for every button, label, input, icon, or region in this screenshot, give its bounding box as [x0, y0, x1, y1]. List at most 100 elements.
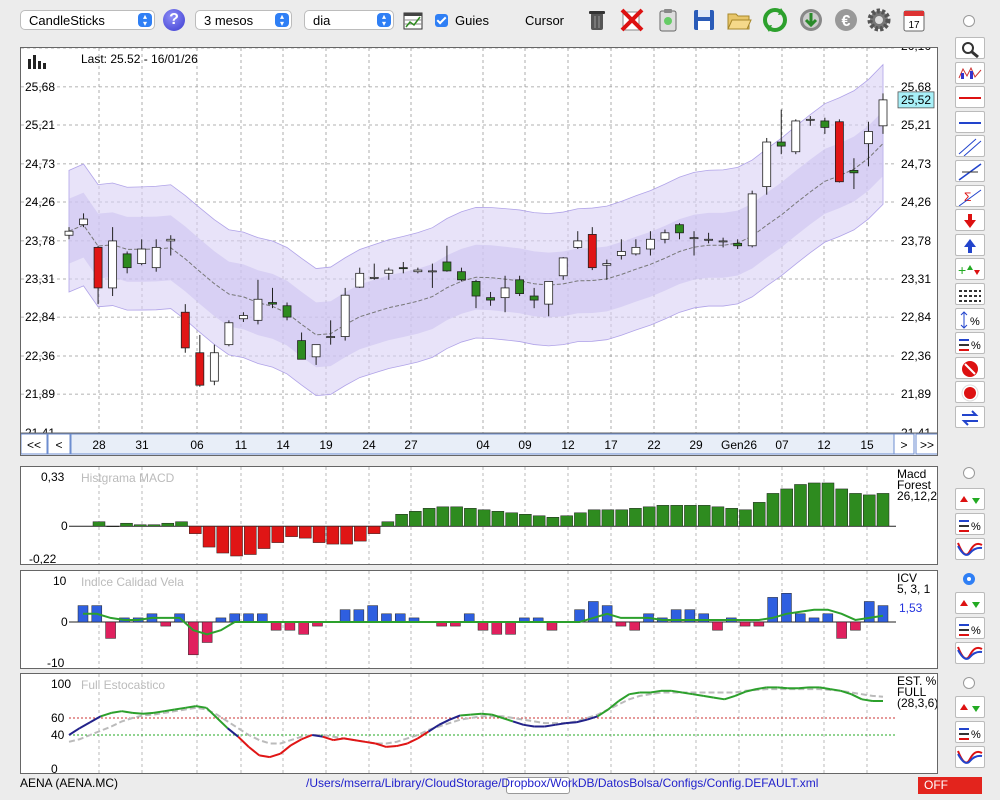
candle-body: [398, 267, 408, 270]
arrows-updown-icon[interactable]: [955, 592, 985, 614]
candle-body: [151, 246, 161, 269]
y-tick-label: 40: [51, 728, 65, 742]
euro-icon[interactable]: €: [832, 6, 860, 34]
trash-icon[interactable]: [583, 6, 611, 34]
config-path-link[interactable]: /Users/mserra/Library/CloudStorage/Dropb…: [306, 776, 819, 790]
channel-icon[interactable]: [955, 135, 985, 158]
macd-bar: [422, 508, 436, 527]
settings-gear-icon[interactable]: [865, 6, 893, 34]
candle-body: [340, 294, 350, 337]
oscillator-icon[interactable]: [955, 538, 985, 560]
macd-bar: [257, 525, 271, 549]
icv-bar: [822, 613, 834, 623]
y-tick-label: 0,33: [41, 470, 65, 484]
candle-body: [268, 302, 277, 305]
stochastic-fast-segment: [502, 717, 514, 723]
x-tick-label: Gen26: [721, 438, 757, 452]
icv-bar: [188, 621, 199, 656]
macd-bar: [739, 509, 752, 527]
y-tick-left: 23,78: [25, 234, 55, 248]
save-icon[interactable]: [690, 6, 718, 34]
nav-button-label[interactable]: >: [900, 438, 907, 452]
x-tick-label: 14: [276, 438, 290, 452]
help-icon[interactable]: ?: [163, 9, 185, 31]
icv-bar: [505, 621, 516, 635]
candle-body: [820, 120, 830, 128]
stochastic-fast-segment: [185, 705, 197, 709]
y-tick-right: 25,68: [901, 80, 931, 94]
calendar-icon[interactable]: 17: [900, 6, 928, 34]
percent-lines-icon[interactable]: %: [955, 332, 985, 355]
sum-indicator-icon[interactable]: Σ: [955, 184, 985, 207]
candle-body: [558, 257, 568, 277]
refresh-icon[interactable]: [761, 6, 789, 34]
y-tick-right: 24,73: [901, 157, 931, 171]
record-icon[interactable]: [955, 381, 985, 404]
clipboard-icon[interactable]: [654, 6, 682, 34]
horizontal-red-line-icon[interactable]: [955, 86, 985, 109]
arrows-updown-icon[interactable]: [955, 696, 985, 718]
table-grid-icon[interactable]: [402, 10, 424, 32]
period-select[interactable]: 3 mesos ▴ ▾: [195, 10, 292, 30]
macd-bar: [216, 525, 230, 554]
y-tick-left: 23,31: [25, 272, 55, 286]
nav-button: [893, 433, 915, 455]
candle-body: [631, 246, 641, 255]
candle-body: [122, 253, 132, 269]
panel-radio-stochastic[interactable]: [963, 677, 975, 689]
open-folder-icon[interactable]: [725, 6, 753, 34]
interval-select[interactable]: dia ▴ ▾: [304, 10, 394, 30]
stop-icon[interactable]: [955, 356, 985, 379]
off-badge[interactable]: OFF: [918, 777, 982, 794]
chart-type-select[interactable]: CandleSticks ▴ ▾: [20, 10, 155, 30]
swap-icon[interactable]: [955, 406, 985, 428]
macd-bar: [464, 508, 477, 527]
percent-range-icon[interactable]: %: [955, 307, 985, 330]
download-icon[interactable]: [797, 6, 825, 34]
stochastic-chart: 100 60 40 0: [51, 674, 896, 774]
arrow-down-icon[interactable]: [955, 209, 985, 232]
panel-radio-macd[interactable]: [963, 467, 975, 479]
icv-label: ICV: [897, 571, 918, 585]
panel-radio-icv[interactable]: [963, 573, 975, 585]
nav-button-label[interactable]: >>: [920, 438, 934, 452]
oscillator-icon[interactable]: [955, 642, 985, 664]
nav-button-label[interactable]: <: [55, 438, 62, 452]
icv-bar: [767, 597, 778, 623]
y-tick-left: 24,26: [25, 195, 55, 209]
candlestick-chart[interactable]: 25,68 25,68 25,21 25,21 24,73 24,73 24,26 24,26…: [21, 48, 938, 456]
horizontal-blue-line-icon[interactable]: [955, 110, 985, 133]
add-arrows-icon[interactable]: +: [955, 258, 985, 281]
cursor-checkbox[interactable]: [506, 777, 570, 794]
macd-bar: [574, 512, 587, 527]
nav-button-label[interactable]: <<: [27, 438, 41, 452]
percent-lines-icon[interactable]: %: [955, 721, 985, 743]
candle-body: [224, 322, 234, 346]
percent-lines-icon[interactable]: %: [955, 617, 985, 639]
arrows-updown-icon[interactable]: [955, 488, 985, 510]
lines-grid-icon[interactable]: [955, 283, 985, 305]
trendline-icon[interactable]: [955, 160, 985, 182]
candles-icon[interactable]: [955, 61, 985, 84]
macd-bar: [491, 511, 505, 527]
percent-lines-icon[interactable]: %: [955, 513, 985, 535]
guides-checkbox[interactable]: [435, 14, 448, 27]
candle-body: [573, 240, 583, 248]
delete-x-icon[interactable]: [618, 6, 646, 34]
stochastic-fast-segment: [481, 712, 492, 716]
macd-bar: [615, 509, 628, 527]
stochastic-fast-segment: [226, 727, 239, 738]
y-tick-label: 0: [51, 762, 58, 774]
icv-bar: [546, 621, 558, 631]
candle-body: [369, 276, 379, 279]
y-tick-label: 60: [51, 711, 65, 725]
x-tick-label: 07: [775, 438, 789, 452]
macd-bar: [546, 517, 560, 527]
y-tick-right: 21,89: [901, 387, 931, 401]
macd-bar: [120, 522, 133, 527]
panel-radio-price[interactable]: [963, 15, 975, 27]
x-tick-label: 27: [404, 438, 418, 452]
arrow-up-icon[interactable]: [955, 233, 985, 256]
oscillator-icon[interactable]: [955, 746, 985, 768]
zoom-icon[interactable]: [955, 37, 985, 59]
